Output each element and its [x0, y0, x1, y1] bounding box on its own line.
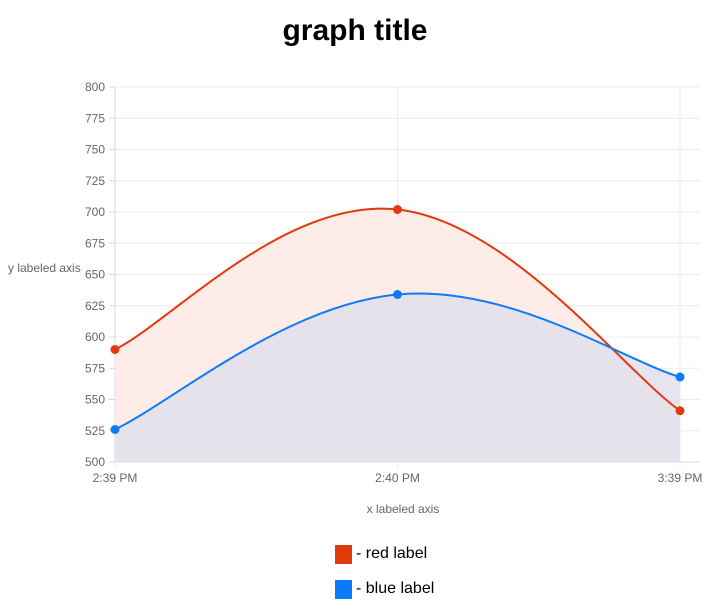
y-tick-label: 750	[85, 143, 105, 157]
x-tick-label: 3:39 PM	[658, 471, 703, 485]
y-tick-label: 625	[85, 299, 105, 313]
legend: - red label - blue label	[335, 543, 434, 613]
legend-swatch-red	[335, 544, 352, 564]
data-point[interactable]	[110, 345, 120, 354]
x-axis-label: x labeled axis	[367, 502, 440, 516]
data-point[interactable]	[675, 372, 685, 382]
legend-item-blue[interactable]: - blue label	[335, 578, 434, 600]
legend-swatch-blue	[335, 579, 352, 599]
data-point[interactable]	[675, 406, 685, 416]
y-tick-label: 675	[85, 236, 105, 250]
x-tick-label: 2:39 PM	[93, 471, 138, 485]
x-tick-label: 2:40 PM	[375, 471, 420, 485]
x-ticks: 2:39 PM 2:40 PM 3:39 PM	[93, 471, 703, 485]
y-tick-label: 550	[85, 393, 105, 407]
y-tick-label: 600	[85, 330, 105, 344]
data-point[interactable]	[110, 425, 120, 434]
y-tick-label: 800	[85, 80, 105, 94]
data-point[interactable]	[393, 290, 402, 299]
data-point[interactable]	[393, 205, 402, 214]
legend-label-blue: - blue label	[356, 580, 435, 597]
y-tick-label: 775	[85, 111, 105, 125]
y-tick-label: 525	[85, 424, 105, 438]
y-tick-label: 725	[85, 174, 105, 188]
legend-item-red[interactable]: - red label	[335, 543, 434, 565]
y-axis-label: y labeled axis	[8, 261, 81, 275]
y-tick-label: 500	[85, 455, 105, 469]
y-ticks: 500 525 550 575 600 625 650 675 700 725 750 775 800	[85, 80, 115, 469]
y-tick-label: 575	[85, 361, 105, 375]
chart-title: graph title	[282, 14, 428, 47]
series-fill-1	[115, 293, 680, 462]
y-tick-label: 650	[85, 268, 105, 282]
legend-label-red: - red label	[356, 545, 428, 562]
series-group	[110, 205, 685, 462]
y-tick-label: 700	[85, 205, 105, 219]
